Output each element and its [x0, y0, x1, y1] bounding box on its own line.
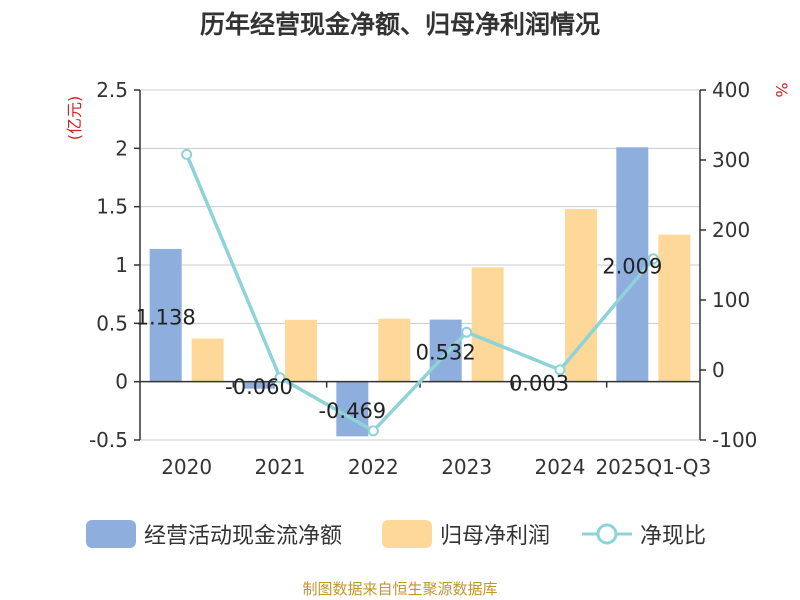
x-tick-label: 2022 [348, 455, 399, 479]
bar-value-label: 2.009 [602, 254, 662, 278]
legend-item-net-profit[interactable]: 归母净利润 [382, 514, 550, 554]
ratio-line [181, 148, 659, 437]
right-tick-label: -100 [712, 428, 757, 452]
ratio-point [647, 253, 659, 265]
bar [336, 381, 369, 437]
ratio-line-path [185, 153, 655, 434]
left-axis-unit: (亿元) [65, 96, 84, 141]
legend-swatch-cashflow [86, 520, 136, 548]
source-note: 制图数据来自恒生聚源数据库 [302, 580, 498, 598]
x-tick-label: 2025Q1-Q3 [595, 455, 711, 479]
right-tick-label: 300 [712, 148, 750, 172]
bar [378, 318, 411, 382]
ratio-point [367, 425, 379, 437]
legend-item-cash-ratio[interactable]: 净现比 [582, 514, 706, 554]
bar [658, 234, 691, 382]
left-tick-label: 2.5 [96, 78, 128, 102]
right-tick-label: 400 [712, 78, 750, 102]
legend-label-cash-ratio: 净现比 [640, 524, 707, 549]
bar [191, 338, 224, 382]
bar [285, 319, 317, 382]
ratio-point [274, 372, 286, 384]
left-tick-label: 0 [115, 370, 128, 394]
bars [149, 147, 691, 437]
left-tick-label: -0.5 [89, 428, 128, 452]
right-tick-label: 0 [712, 358, 725, 382]
left-tick-label: 1 [115, 253, 128, 277]
x-tick-label: 2023 [441, 455, 492, 479]
bar-value-label: -0.469 [318, 399, 386, 423]
bar-value-label: -0.060 [225, 375, 293, 399]
chart-title: 历年经营现金净额、归母净利润情况 [200, 10, 600, 39]
bar [471, 267, 504, 382]
bar [565, 209, 597, 382]
legend-swatch-net-profit [382, 520, 432, 548]
axes: -0.5 0 0.5 1 1.5 2 2.5 -100 0 100 200 300 400 2020 202… [89, 78, 757, 479]
bar [616, 147, 649, 382]
x-tick-label: 2020 [161, 455, 212, 479]
legend-label-net-profit: 归母净利润 [440, 524, 551, 549]
ratio-point [461, 326, 473, 338]
data-labels: 1.138 -0.060 -0.469 0.532 0.003 2.009 [136, 254, 663, 423]
ratio-point [554, 364, 566, 376]
bar [149, 248, 182, 382]
x-tick-label: 2024 [535, 455, 586, 479]
legend-label-cashflow: 经营活动现金流净额 [144, 524, 343, 549]
bar-value-label: 0.003 [509, 371, 569, 395]
bar [429, 319, 462, 382]
left-tick-label: 2 [115, 136, 128, 160]
x-tick-label: 2021 [255, 455, 306, 479]
bar-value-label: 1.138 [136, 305, 196, 329]
bar-value-label: 0.532 [416, 341, 476, 365]
right-tick-label: 200 [712, 218, 750, 242]
ratio-point [181, 148, 193, 160]
bar [243, 381, 275, 389]
left-tick-label: 0.5 [96, 311, 128, 335]
right-tick-label: 100 [712, 288, 750, 312]
legend-line-icon [582, 520, 632, 548]
legend: 经营活动现金流净额 归母净利润 净现比 [0, 514, 800, 554]
right-axis-unit: % [772, 82, 791, 97]
left-tick-label: 1.5 [96, 195, 128, 219]
legend-item-cashflow[interactable]: 经营活动现金流净额 [86, 514, 342, 554]
